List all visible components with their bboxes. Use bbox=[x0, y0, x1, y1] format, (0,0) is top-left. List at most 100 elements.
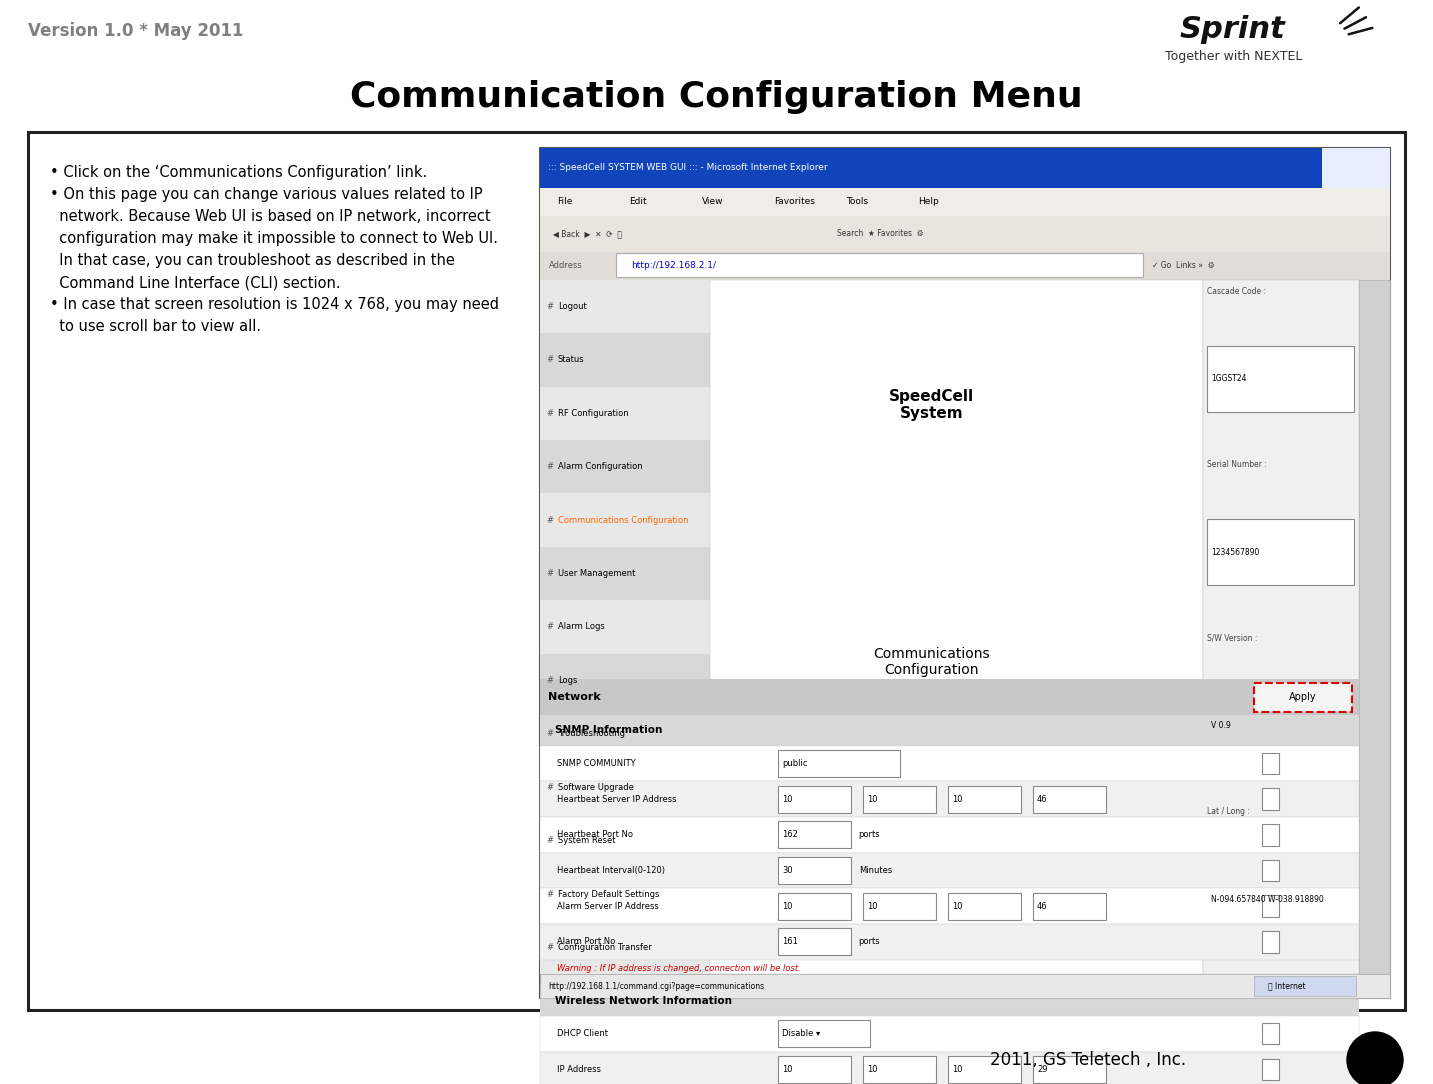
FancyBboxPatch shape bbox=[778, 857, 851, 885]
Text: #: # bbox=[546, 622, 553, 632]
Text: Help: Help bbox=[919, 197, 939, 206]
FancyBboxPatch shape bbox=[540, 493, 709, 546]
Text: • On this page you can change various values related to IP: • On this page you can change various va… bbox=[50, 188, 483, 202]
Text: Favorites: Favorites bbox=[774, 197, 814, 206]
FancyBboxPatch shape bbox=[778, 786, 851, 813]
FancyBboxPatch shape bbox=[540, 251, 1390, 280]
Text: In that case, you can troubleshoot as described in the: In that case, you can troubleshoot as de… bbox=[50, 253, 454, 268]
FancyBboxPatch shape bbox=[778, 1056, 851, 1083]
FancyBboxPatch shape bbox=[540, 889, 1358, 924]
Text: #: # bbox=[546, 676, 553, 685]
Text: network. Because Web UI is based on IP network, incorrect: network. Because Web UI is based on IP n… bbox=[50, 209, 490, 224]
FancyBboxPatch shape bbox=[1323, 149, 1390, 236]
Text: Software Upgrade: Software Upgrade bbox=[557, 783, 633, 791]
Text: N-094.657840 W-038.918890: N-094.657840 W-038.918890 bbox=[1211, 895, 1324, 904]
Text: Disable ▾: Disable ▾ bbox=[782, 1029, 820, 1038]
Text: Serial Number :: Serial Number : bbox=[1207, 461, 1267, 469]
Text: Communications
Configuration: Communications Configuration bbox=[874, 646, 990, 676]
Text: System Reset: System Reset bbox=[557, 836, 616, 846]
FancyBboxPatch shape bbox=[1202, 280, 1358, 975]
FancyBboxPatch shape bbox=[540, 280, 709, 333]
FancyBboxPatch shape bbox=[616, 254, 1144, 278]
Text: 10: 10 bbox=[867, 795, 877, 803]
FancyBboxPatch shape bbox=[540, 333, 709, 387]
Text: Minutes: Minutes bbox=[858, 866, 891, 875]
FancyBboxPatch shape bbox=[949, 786, 1020, 813]
FancyBboxPatch shape bbox=[540, 867, 709, 920]
FancyBboxPatch shape bbox=[540, 601, 709, 654]
FancyBboxPatch shape bbox=[778, 822, 851, 849]
FancyBboxPatch shape bbox=[778, 892, 851, 919]
Text: 46: 46 bbox=[1037, 795, 1048, 803]
Text: Configuration Transfer: Configuration Transfer bbox=[557, 943, 652, 952]
Text: Communication Configuration Menu: Communication Configuration Menu bbox=[350, 80, 1082, 114]
FancyBboxPatch shape bbox=[540, 440, 709, 493]
FancyBboxPatch shape bbox=[540, 149, 1390, 998]
FancyBboxPatch shape bbox=[1262, 752, 1280, 774]
Text: Heartbeat Port No: Heartbeat Port No bbox=[557, 830, 633, 839]
FancyBboxPatch shape bbox=[540, 975, 1390, 998]
Text: Heartbeat Interval(0-120): Heartbeat Interval(0-120) bbox=[557, 866, 665, 875]
Text: Search  ★ Favorites  ⚙: Search ★ Favorites ⚙ bbox=[837, 230, 924, 238]
Text: 10: 10 bbox=[952, 902, 963, 911]
FancyBboxPatch shape bbox=[1207, 519, 1354, 585]
FancyBboxPatch shape bbox=[949, 1056, 1020, 1083]
FancyBboxPatch shape bbox=[540, 746, 1358, 782]
FancyBboxPatch shape bbox=[1033, 786, 1106, 813]
Text: Warning : If IP address is changed, connection will be lost.: Warning : If IP address is changed, conn… bbox=[557, 964, 801, 973]
FancyBboxPatch shape bbox=[1262, 1059, 1280, 1080]
Text: 10: 10 bbox=[952, 795, 963, 803]
Text: • Click on the ‘Communications Configuration’ link.: • Click on the ‘Communications Configura… bbox=[50, 165, 427, 180]
FancyBboxPatch shape bbox=[863, 1056, 936, 1083]
FancyBboxPatch shape bbox=[863, 892, 936, 919]
Text: to use scroll bar to view all.: to use scroll bar to view all. bbox=[50, 319, 261, 334]
FancyBboxPatch shape bbox=[540, 1016, 1358, 1051]
Text: View: View bbox=[702, 197, 724, 206]
Text: #: # bbox=[546, 462, 553, 472]
FancyBboxPatch shape bbox=[778, 750, 900, 777]
Text: 10: 10 bbox=[867, 902, 877, 911]
Text: 46: 46 bbox=[1037, 902, 1048, 911]
FancyBboxPatch shape bbox=[1262, 895, 1280, 917]
Text: Wireless Network Information: Wireless Network Information bbox=[555, 995, 732, 1006]
Text: Alarm Server IP Address: Alarm Server IP Address bbox=[557, 902, 659, 911]
FancyBboxPatch shape bbox=[540, 654, 709, 707]
FancyBboxPatch shape bbox=[540, 707, 709, 761]
FancyBboxPatch shape bbox=[1358, 280, 1390, 975]
FancyBboxPatch shape bbox=[1346, 152, 1366, 184]
FancyBboxPatch shape bbox=[540, 1051, 1358, 1084]
FancyBboxPatch shape bbox=[1262, 860, 1280, 881]
FancyBboxPatch shape bbox=[1254, 683, 1351, 711]
Text: Lat / Long :: Lat / Long : bbox=[1207, 808, 1250, 816]
Text: Cascade Code :: Cascade Code : bbox=[1207, 286, 1267, 296]
Text: ◀ Back  ▶  ✕  ⟳  🏠: ◀ Back ▶ ✕ ⟳ 🏠 bbox=[553, 230, 622, 238]
Text: Version 1.0 * May 2011: Version 1.0 * May 2011 bbox=[29, 22, 244, 40]
FancyBboxPatch shape bbox=[540, 985, 1358, 1016]
Text: 10: 10 bbox=[952, 1064, 963, 1074]
FancyBboxPatch shape bbox=[1207, 693, 1354, 759]
Text: Sprint: Sprint bbox=[1179, 15, 1285, 44]
Text: 🌐 Internet: 🌐 Internet bbox=[1268, 982, 1305, 991]
Text: #: # bbox=[546, 409, 553, 417]
Text: S/W Version :: S/W Version : bbox=[1207, 634, 1258, 643]
FancyBboxPatch shape bbox=[1207, 866, 1354, 932]
Text: ports: ports bbox=[858, 830, 880, 839]
Text: Together with NEXTEL: Together with NEXTEL bbox=[1165, 50, 1303, 63]
FancyBboxPatch shape bbox=[1254, 976, 1356, 996]
Text: Status: Status bbox=[557, 356, 585, 364]
Text: Apply: Apply bbox=[1290, 692, 1317, 702]
Text: Communications Configuration: Communications Configuration bbox=[557, 516, 688, 525]
FancyBboxPatch shape bbox=[540, 920, 709, 975]
Text: Troubleshooting: Troubleshooting bbox=[557, 730, 625, 738]
FancyBboxPatch shape bbox=[540, 853, 1358, 889]
Text: File: File bbox=[557, 197, 572, 206]
Text: Command Line Interface (CLI) section.: Command Line Interface (CLI) section. bbox=[50, 275, 341, 291]
Text: Logs: Logs bbox=[557, 676, 577, 685]
Text: 1GGST24: 1GGST24 bbox=[1211, 374, 1247, 384]
Circle shape bbox=[1347, 1032, 1403, 1084]
Text: SNMP Information: SNMP Information bbox=[555, 725, 662, 735]
FancyBboxPatch shape bbox=[1323, 152, 1343, 184]
Text: #: # bbox=[546, 836, 553, 846]
FancyBboxPatch shape bbox=[778, 928, 851, 955]
FancyBboxPatch shape bbox=[540, 149, 1390, 188]
